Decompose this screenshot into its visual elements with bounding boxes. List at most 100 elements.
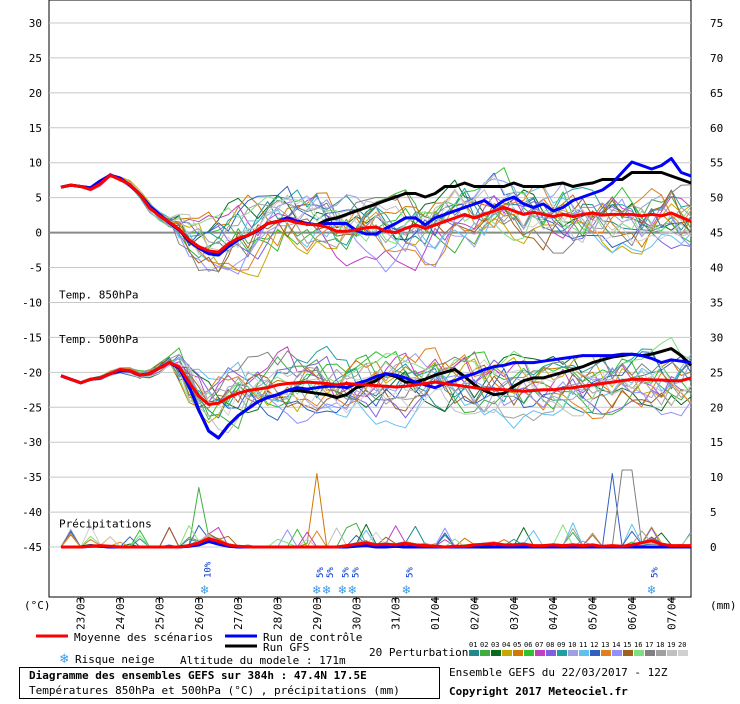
perturbation-swatch: [469, 650, 479, 656]
x-tick-label: 26/03: [193, 597, 206, 630]
series-layer: [60, 157, 693, 549]
perturbation-swatch: [667, 650, 677, 656]
x-tick-label: 04/04: [547, 597, 560, 630]
y-tick-label: 20: [29, 87, 42, 100]
snow-percent-label: 5%: [316, 567, 326, 578]
perturbation-number: 15: [623, 641, 631, 649]
snowflake-icon: ❄: [60, 651, 69, 667]
perturbation-number: 18: [656, 641, 664, 649]
y-tick-label: -20: [22, 366, 42, 379]
t850-mean-line: [60, 173, 692, 254]
perturbation-number: 17: [645, 641, 653, 649]
left-unit-label: (°C): [24, 599, 51, 612]
y2-tick-label: 65: [710, 87, 723, 100]
chart-subtitle: Températures 850hPa et 500hPa (°C) , pré…: [29, 684, 400, 697]
legend-mean-label: Moyenne des scénarios: [74, 631, 213, 644]
x-tick-label: 28/03: [272, 597, 285, 630]
precip-mean-line: [61, 537, 691, 549]
perturbation-swatch: [579, 650, 589, 656]
panel-labels: Temp. 850hPa Temp. 500hPa Précipitations: [59, 288, 152, 530]
x-tick-label: 07/04: [665, 597, 678, 630]
y-tick-label: 30: [29, 17, 42, 30]
perturbation-swatch: [678, 650, 688, 656]
t500-perturbation-line: [60, 347, 692, 430]
perturbation-number: 02: [480, 641, 488, 649]
perturbation-legend: 01 02 03 04 05 06 07 08 09 10 11 12 13 14 15 16 17 18 19 20: [469, 641, 688, 656]
y2-tick-label: 30: [710, 331, 723, 344]
x-tick-label: 02/04: [468, 597, 481, 630]
y2-tick-label: 15: [710, 436, 723, 449]
perturbation-number: 19: [667, 641, 675, 649]
snow-percent-label: 10%: [204, 561, 214, 578]
perturbation-swatch: [590, 650, 600, 656]
snowflake-icon: ❄: [200, 583, 209, 598]
t850-perturbation-line: [60, 174, 692, 262]
snow-percent-label: 5%: [405, 567, 415, 578]
y2-tick-label: 70: [710, 52, 723, 65]
y2-tick-label: 25: [710, 366, 723, 379]
x-tick-label: 05/04: [587, 597, 600, 630]
snowflake-icon: ❄: [647, 583, 656, 598]
x-tick-label: 29/03: [311, 597, 324, 630]
perturbation-swatch: [524, 650, 534, 656]
perturbation-number: 08: [546, 641, 554, 649]
y-tick-label: 0: [35, 227, 42, 240]
y-tick-label: -40: [22, 506, 42, 519]
info-box: [19, 667, 440, 699]
t850-perturbation-line: [60, 174, 692, 275]
perturbation-swatch: [623, 650, 633, 656]
plot-area: [48, 0, 692, 598]
grid: [49, 22, 691, 548]
t500-mean-line: [60, 361, 692, 406]
y-tick-label: 15: [29, 122, 42, 135]
y2-tick-label: 60: [710, 122, 723, 135]
perturbation-swatch: [491, 650, 501, 656]
y-tick-label: -5: [29, 262, 42, 275]
y2-tick-label: 45: [710, 227, 723, 240]
perturbation-swatch: [568, 650, 578, 656]
y2-tick-label: 10: [710, 471, 723, 484]
perturbation-swatch: [480, 650, 490, 656]
x-tick-label: 24/03: [114, 597, 127, 630]
y2-tick-label: 50: [710, 192, 723, 205]
y-tick-label: 10: [29, 157, 42, 170]
x-tick-label: 23/03: [75, 597, 88, 630]
snowflake-icon: ❄: [401, 583, 410, 598]
legend-control-label: Run de contrôle: [263, 631, 362, 644]
perturbation-swatch: [502, 650, 512, 656]
y2-tick-label: 55: [710, 157, 723, 170]
perturbation-number: 12: [590, 641, 598, 649]
y-tick-label: -15: [22, 331, 42, 344]
copyright: Copyright 2017 Meteociel.fr: [449, 685, 628, 698]
x-tick-label: 25/03: [153, 597, 166, 630]
y2-tick-label: 35: [710, 296, 723, 309]
y-tick-label: 5: [35, 192, 42, 205]
left-axis: 30 25 20 15 10 5 0 -5 -10 -15 -20 -25 -30 -35 -40 -45: [22, 17, 42, 554]
perturbation-swatch: [645, 650, 655, 656]
t850-label: Temp. 850hPa: [59, 288, 138, 301]
t500-label: Temp. 500hPa: [59, 333, 138, 346]
perturbation-number: 09: [557, 641, 565, 649]
perturbation-number: 20: [678, 641, 686, 649]
snow-percent-label: 5%: [342, 567, 352, 578]
legend-snow-label: Risque neige: [75, 653, 154, 666]
y2-tick-label: 0: [710, 541, 717, 554]
legend-altitude-label: Altitude du modele : 171m: [180, 654, 346, 667]
snow-percent-label: 5%: [651, 567, 661, 578]
perturbation-number: 07: [535, 641, 543, 649]
perturbation-swatch: [546, 650, 556, 656]
y2-tick-label: 5: [710, 506, 717, 519]
x-tick-label: 27/03: [232, 597, 245, 630]
chart-title: Diagramme des ensembles GEFS sur 384h : …: [29, 669, 367, 682]
perturbation-swatch: [612, 650, 622, 656]
perturbation-number: 01: [469, 641, 477, 649]
snowflake-icon: ❄: [338, 583, 347, 598]
t850-perturbation-line: [60, 175, 692, 245]
date-axis: 23/03 24/03 25/03 26/03 27/03 28/03 29/03 30/03…: [75, 597, 679, 630]
precip-label: Précipitations: [59, 517, 152, 530]
snowflake-icon: ❄: [322, 583, 331, 598]
snow-percent-label: 5%: [351, 567, 361, 578]
